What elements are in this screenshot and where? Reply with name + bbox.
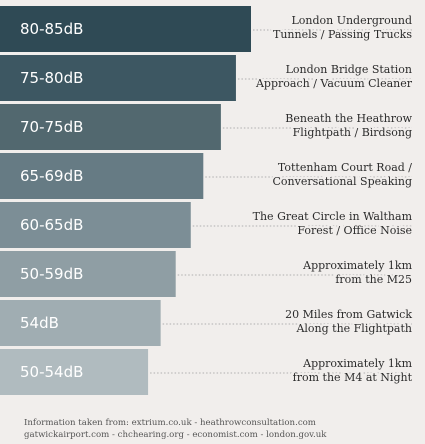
bar-0 [0, 6, 251, 52]
description-2-line-1: Flightpath / Birdsong [293, 126, 412, 139]
source-line-1: Information taken from: extrium.co.uk - … [24, 418, 316, 428]
bar-6 [0, 300, 161, 346]
bar-label-4: 60-65dB [20, 216, 83, 234]
source-note: Information taken from: extrium.co.uk - … [24, 417, 327, 441]
bar-label-2: 70-75dB [20, 118, 83, 136]
description-1-line-1: Approach / Vacuum Cleaner [255, 77, 413, 90]
description-5-line-0: Approximately 1km [302, 259, 412, 272]
description-6-line-0: 20 Miles from Gatwick [285, 308, 412, 321]
description-3-line-1: Conversational Speaking [273, 175, 412, 188]
bar-label-7: 50-54dB [20, 363, 83, 381]
bar-1 [0, 55, 236, 101]
bar-label-3: 65-69dB [20, 167, 83, 185]
description-7-line-1: from the M4 at Night [293, 371, 413, 384]
source-line-2: gatwickairport.com - chchearing.org - ec… [24, 430, 327, 440]
description-0-line-1: Tunnels / Passing Trucks [273, 28, 412, 41]
description-1-line-0: London Bridge Station [286, 63, 412, 76]
description-2-line-0: Beneath the Heathrow [285, 112, 412, 125]
bar-2 [0, 104, 221, 150]
description-4-line-1: Forest / Office Noise [297, 224, 412, 237]
description-0-line-0: London Underground [291, 14, 412, 27]
bar-7 [0, 349, 149, 395]
bar-label-1: 75-80dB [20, 69, 83, 87]
description-5-line-1: from the M25 [335, 273, 412, 286]
bar-4 [0, 202, 191, 248]
bar-label-6: 54dB [20, 314, 59, 332]
bar-3 [0, 153, 204, 199]
description-3-line-0: Tottenham Court Road / [278, 161, 412, 174]
description-4-line-0: The Great Circle in Waltham [253, 210, 413, 223]
bar-label-0: 80-85dB [20, 20, 83, 38]
description-6-line-1: Along the Flightpath [295, 322, 412, 335]
bar-label-5: 50-59dB [20, 265, 83, 283]
description-7-line-0: Approximately 1km [302, 357, 412, 370]
bar-5 [0, 251, 176, 297]
